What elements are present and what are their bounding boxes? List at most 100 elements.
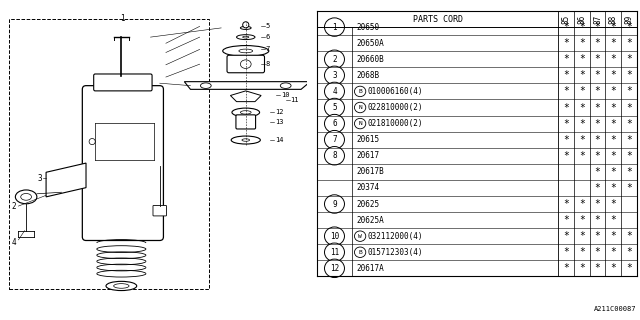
Text: *: * [595,183,600,193]
Text: N: N [358,121,362,126]
Circle shape [324,18,344,36]
Text: *: * [563,102,569,113]
Ellipse shape [239,49,253,53]
Text: 9: 9 [332,199,337,209]
Text: 7: 7 [332,135,337,144]
Text: *: * [579,38,585,48]
Text: 4: 4 [332,87,337,96]
Text: *: * [563,231,569,241]
Ellipse shape [243,36,249,38]
Ellipse shape [200,83,211,88]
Text: *: * [611,151,616,161]
Text: *: * [595,22,600,32]
Text: 5: 5 [332,103,337,112]
Text: *: * [563,54,569,64]
Text: 86: 86 [577,14,586,24]
Text: *: * [563,151,569,161]
Text: 2: 2 [332,55,337,64]
Ellipse shape [241,26,251,29]
FancyBboxPatch shape [227,55,264,73]
Text: *: * [611,199,616,209]
Circle shape [355,231,366,241]
Text: 89: 89 [625,14,634,24]
Text: *: * [595,215,600,225]
Text: B: B [358,250,362,255]
Text: *: * [611,119,616,129]
Circle shape [355,118,366,129]
Ellipse shape [241,111,251,114]
Text: 88: 88 [609,14,618,24]
Text: *: * [579,119,585,129]
Circle shape [324,114,344,133]
Text: *: * [611,86,616,96]
Text: W: W [358,234,362,239]
Text: *: * [595,231,600,241]
Text: *: * [595,151,600,161]
Text: 20625: 20625 [356,199,380,209]
Text: *: * [579,151,585,161]
Circle shape [324,243,344,261]
Text: *: * [626,247,632,257]
FancyBboxPatch shape [83,86,163,241]
Circle shape [324,66,344,84]
Circle shape [324,195,344,213]
Text: *: * [626,119,632,129]
Text: *: * [579,54,585,64]
Text: 20660B: 20660B [356,55,384,64]
Text: 2068B: 2068B [356,71,380,80]
Circle shape [324,50,344,68]
Text: 20625A: 20625A [356,216,384,225]
Text: *: * [611,167,616,177]
Text: 87: 87 [593,14,602,24]
Text: 20650A: 20650A [356,39,384,48]
Text: *: * [611,54,616,64]
Text: *: * [611,263,616,273]
Text: 11: 11 [291,97,299,103]
Text: 10: 10 [281,92,289,99]
Text: *: * [626,22,632,32]
Ellipse shape [232,108,260,117]
Text: *: * [579,102,585,113]
Text: 3: 3 [332,71,337,80]
Ellipse shape [223,45,269,56]
Text: 015712303(4): 015712303(4) [367,248,422,257]
Text: *: * [626,38,632,48]
Text: *: * [579,231,585,241]
Text: A211C00087: A211C00087 [594,306,637,312]
Text: 13: 13 [275,119,284,125]
Text: *: * [579,86,585,96]
Text: *: * [563,215,569,225]
Text: *: * [579,215,585,225]
Text: *: * [611,215,616,225]
Text: 4: 4 [12,238,16,247]
Text: *: * [626,54,632,64]
Text: *: * [595,119,600,129]
Text: 20374: 20374 [356,183,380,192]
Text: 021810000(2): 021810000(2) [367,119,422,128]
Text: *: * [611,135,616,145]
Circle shape [324,131,344,149]
Text: *: * [626,263,632,273]
Text: *: * [563,199,569,209]
Text: 20617A: 20617A [356,264,384,273]
Text: 11: 11 [330,248,339,257]
Text: *: * [595,247,600,257]
Text: *: * [563,263,569,273]
Text: 1: 1 [120,14,125,23]
Circle shape [324,98,344,117]
Ellipse shape [20,194,31,200]
Text: 1: 1 [332,23,337,32]
Text: *: * [579,135,585,145]
Circle shape [324,147,344,165]
Text: *: * [611,231,616,241]
Text: 7: 7 [266,46,270,52]
Circle shape [89,139,95,145]
Circle shape [324,259,344,277]
Text: 2: 2 [12,202,16,211]
Text: 032112000(4): 032112000(4) [367,232,422,241]
Text: 010006160(4): 010006160(4) [367,87,422,96]
Ellipse shape [231,136,260,144]
Text: 8: 8 [332,151,337,160]
Text: *: * [595,167,600,177]
Text: *: * [626,151,632,161]
